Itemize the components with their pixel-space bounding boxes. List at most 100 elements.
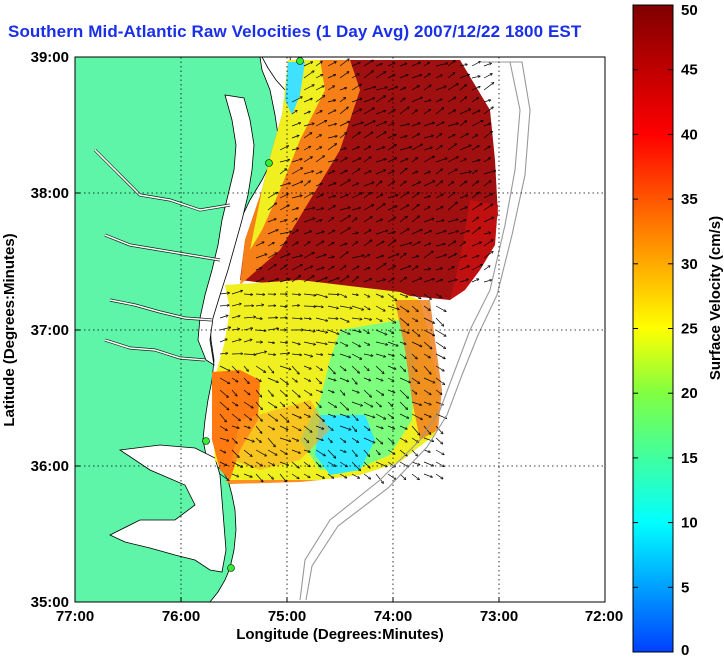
- velocity-arrow: [351, 353, 362, 359]
- velocity-arrow: [279, 254, 290, 259]
- velocity-arrow: [327, 110, 336, 115]
- velocity-arrow: [255, 268, 262, 271]
- velocity-arrow: [315, 220, 322, 223]
- velocity-arrow: [267, 377, 278, 382]
- velocity-arrow: [291, 365, 299, 374]
- velocity-arrow: [423, 377, 435, 383]
- velocity-arrow: [291, 473, 299, 479]
- velocity-arrow: [435, 122, 444, 127]
- velocity-arrow: [243, 413, 251, 420]
- x-tick-label: 73:00: [480, 608, 518, 625]
- velocity-arrow: [243, 340, 252, 343]
- velocity-arrow: [339, 329, 350, 334]
- velocity-arrow: [339, 180, 350, 187]
- velocity-arrow: [363, 268, 370, 271]
- velocity-arrow: [447, 169, 457, 175]
- velocity-arrow: [387, 195, 398, 199]
- velocity-arrow: [327, 365, 335, 374]
- velocity-arrow: [375, 256, 383, 259]
- velocity-arrow: [411, 278, 422, 283]
- velocity-arrow: [471, 181, 478, 187]
- velocity-arrow: [375, 264, 386, 271]
- velocity-arrow: [375, 241, 384, 247]
- velocity-arrow: [327, 206, 335, 211]
- velocity-arrow: [255, 473, 263, 482]
- velocity-arrow: [375, 159, 386, 163]
- velocity-arrow: [315, 365, 322, 370]
- velocity-arrow: [255, 330, 266, 331]
- velocity-arrow: [219, 305, 229, 306]
- velocity-arrow: [255, 352, 266, 355]
- velocity-arrow: [399, 217, 407, 223]
- velocity-arrow: [471, 217, 478, 223]
- colorbar-tick-label: 50: [681, 2, 698, 19]
- velocity-arrow: [267, 230, 278, 235]
- velocity-arrow: [339, 244, 347, 247]
- velocity-arrow: [387, 123, 394, 127]
- velocity-arrow: [291, 276, 300, 283]
- velocity-arrow: [339, 341, 348, 346]
- velocity-arrow: [471, 146, 479, 151]
- velocity-arrow: [339, 228, 350, 235]
- velocity-arrow: [315, 425, 324, 429]
- velocity-arrow: [435, 425, 443, 434]
- x-tick-label: 76:00: [162, 608, 200, 625]
- velocity-arrow: [303, 171, 313, 175]
- velocity-arrow: [315, 195, 323, 199]
- velocity-arrow: [423, 365, 431, 374]
- velocity-arrow: [375, 473, 383, 483]
- velocity-arrow: [315, 306, 323, 307]
- velocity-arrow: [435, 99, 442, 103]
- velocity-arrow: [327, 449, 335, 458]
- velocity-arrow: [315, 341, 327, 344]
- velocity-arrow: [423, 317, 434, 323]
- velocity-arrow: [219, 437, 229, 441]
- colorbar-tick-label: 5: [681, 579, 689, 596]
- velocity-arrow: [279, 437, 291, 441]
- velocity-arrow: [363, 121, 375, 127]
- velocity-arrow: [327, 86, 334, 91]
- radar-site-marker: [227, 564, 235, 572]
- velocity-arrow: [303, 181, 310, 187]
- velocity-arrow: [315, 278, 327, 283]
- velocity-arrow: [399, 353, 406, 359]
- velocity-arrow: [351, 233, 358, 234]
- velocity-arrow: [411, 365, 417, 371]
- velocity-arrow: [339, 252, 348, 259]
- velocity-arrow: [471, 62, 480, 67]
- velocity-arrow: [375, 449, 380, 455]
- velocity-arrow: [435, 220, 444, 223]
- velocity-arrow: [351, 99, 362, 103]
- velocity-arrow: [363, 305, 370, 310]
- velocity-arrow: [375, 122, 386, 127]
- velocity-arrow: [459, 145, 471, 151]
- velocity-arrow: [291, 265, 302, 271]
- velocity-arrow: [423, 329, 434, 336]
- velocity-arrow: [423, 425, 431, 434]
- velocity-arrow: [315, 317, 327, 321]
- velocity-arrow: [387, 171, 394, 175]
- velocity-arrow: [399, 107, 409, 115]
- velocity-arrow: [483, 181, 491, 187]
- velocity-arrow: [231, 304, 241, 307]
- velocity-arrow: [351, 147, 359, 151]
- velocity-arrow: [483, 266, 490, 271]
- velocity-arrow: [315, 96, 325, 103]
- velocity-arrow: [315, 86, 324, 91]
- velocity-arrow: [459, 256, 466, 259]
- velocity-arrow: [243, 294, 252, 295]
- velocity-arrow: [375, 96, 385, 103]
- y-tick-label: 35:00: [31, 594, 69, 611]
- velocity-arrow: [411, 256, 419, 259]
- velocity-arrow: [315, 147, 321, 151]
- velocity-arrow: [411, 341, 422, 347]
- velocity-arrow: [339, 377, 349, 381]
- velocity-arrow: [255, 318, 262, 319]
- x-tick-label: 72:00: [585, 608, 623, 625]
- velocity-arrow: [243, 317, 255, 318]
- velocity-arrow: [351, 294, 358, 295]
- velocity-arrow: [435, 305, 446, 311]
- velocity-arrow: [255, 389, 262, 397]
- velocity-arrow: [459, 172, 471, 175]
- velocity-arrow: [375, 147, 385, 151]
